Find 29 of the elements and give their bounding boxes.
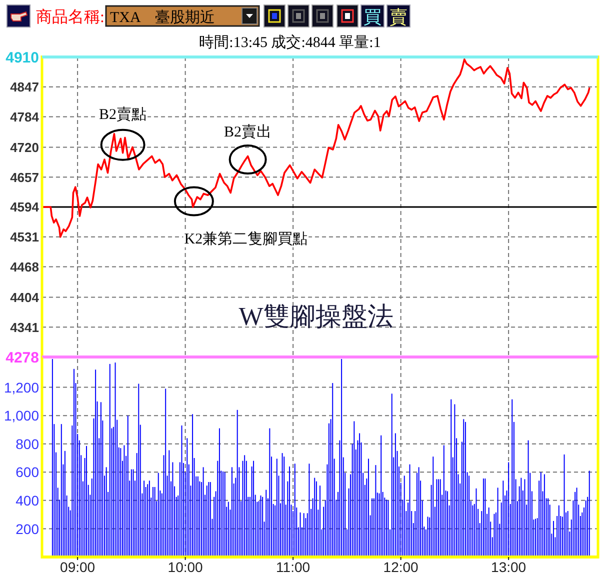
field-label: 商品名稱: bbox=[36, 9, 104, 26]
y-tick-label: 4278 bbox=[6, 349, 39, 366]
y-tick-label: 400 bbox=[16, 492, 40, 508]
y-tick-label: 800 bbox=[16, 436, 40, 452]
y-tick-label: 200 bbox=[16, 520, 40, 537]
y-tick-label: 4404 bbox=[10, 290, 40, 305]
y-tick-label: 4910 bbox=[6, 49, 39, 66]
y-tick-label: 4657 bbox=[10, 170, 39, 185]
y-tick-label: 4784 bbox=[10, 109, 40, 124]
y-tick-label: 1,000 bbox=[4, 408, 40, 424]
x-tick-label: 13:00 bbox=[491, 559, 526, 574]
y-tick-label: 4468 bbox=[10, 259, 39, 274]
chart-subtitle: 時間:13:45 成交:4844 單量:1 bbox=[199, 34, 381, 51]
annotation: B2賣出 bbox=[224, 124, 272, 141]
y-tick-label: 4847 bbox=[10, 80, 39, 95]
x-tick-label: 10:00 bbox=[168, 559, 204, 574]
x-tick-label: 11:00 bbox=[276, 559, 310, 574]
control-dropdown: TXA 臺股期近 bbox=[105, 5, 260, 27]
text: W雙腳操盤法 bbox=[238, 302, 394, 331]
y-tick-label: 4720 bbox=[10, 140, 39, 155]
x-tick-label: 12:00 bbox=[383, 559, 419, 574]
annotation: B2賣點 bbox=[99, 106, 147, 123]
x-tick-label: 09:00 bbox=[60, 559, 96, 574]
y-tick-label: 4594 bbox=[10, 200, 40, 215]
y-tick-label: 600 bbox=[16, 464, 40, 480]
annotation: K2兼第二隻腳買點 bbox=[184, 230, 308, 248]
y-tick-label: 1,200 bbox=[4, 379, 40, 396]
y-tick-label: 4531 bbox=[10, 230, 39, 245]
y-tick-label: 4341 bbox=[10, 320, 39, 335]
